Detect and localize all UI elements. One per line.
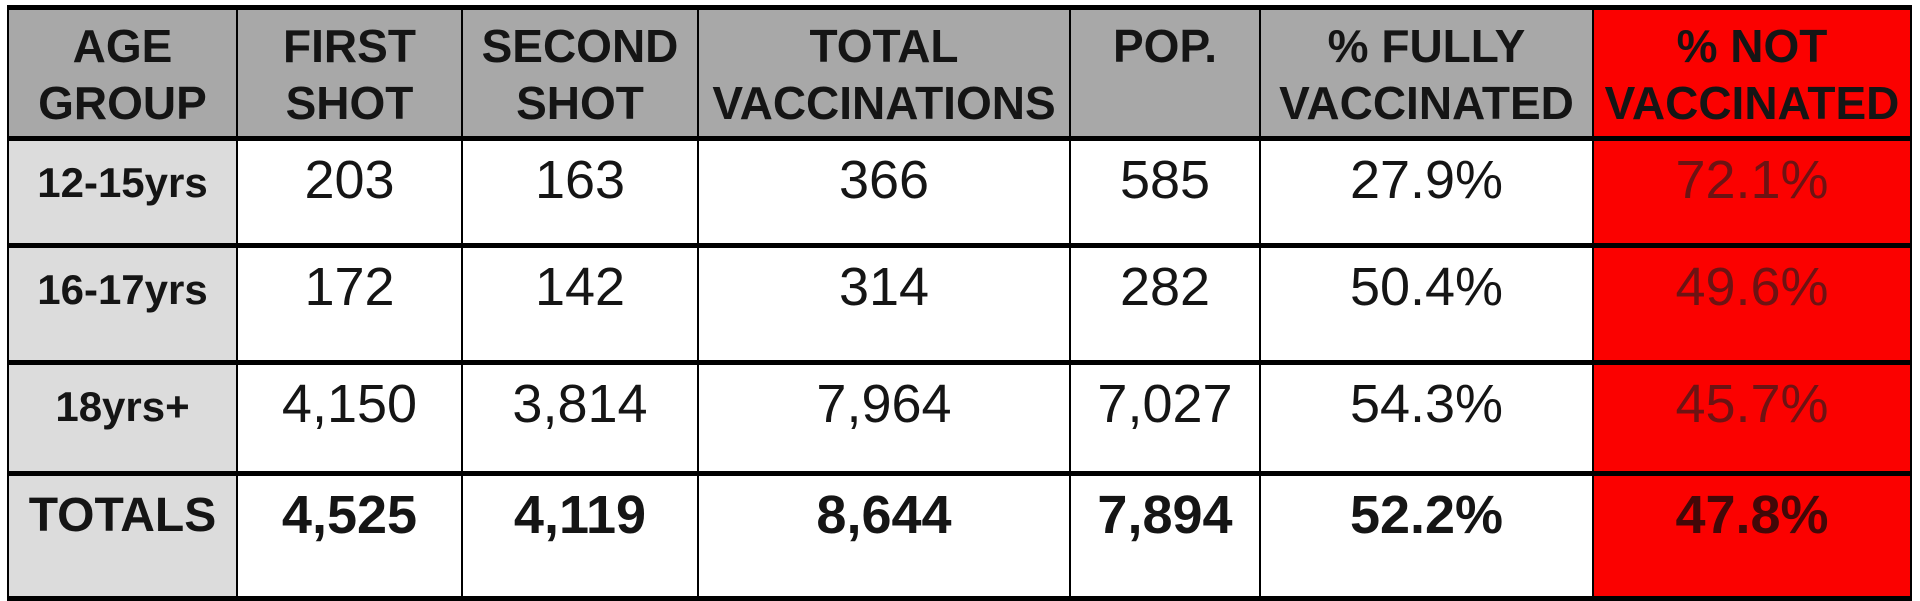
total-vaccinations-total-cell: 8,644 [697, 471, 1071, 601]
table-header-row: AGE GROUP FIRST SHOT SECOND SHOT TOTAL V… [7, 5, 1912, 141]
pct-not-vaccinated-total-cell: 47.8% [1592, 471, 1912, 601]
pct-fully-vaccinated-cell: 27.9% [1259, 136, 1594, 248]
pop-cell: 7,027 [1069, 360, 1261, 476]
total-vaccinations-cell: 7,964 [697, 360, 1071, 476]
col-header-second-shot: SECOND SHOT [461, 5, 699, 141]
second-shot-cell: 3,814 [461, 360, 699, 476]
pop-total-cell: 7,894 [1069, 471, 1261, 601]
pct-not-vaccinated-cell: 72.1% [1592, 136, 1912, 248]
first-shot-cell: 4,150 [236, 360, 463, 476]
table-row-totals: TOTALS 4,525 4,119 8,644 7,894 52.2% 47.… [7, 471, 1912, 601]
pct-fully-vaccinated-cell: 50.4% [1259, 243, 1594, 365]
pop-cell: 282 [1069, 243, 1261, 365]
table-row-16-17yrs: 16-17yrs 172 142 314 282 50.4% 49.6% [7, 243, 1912, 365]
second-shot-cell: 142 [461, 243, 699, 365]
pct-fully-vaccinated-cell: 54.3% [1259, 360, 1594, 476]
age-group-cell: 12-15yrs [7, 136, 238, 248]
first-shot-cell: 172 [236, 243, 463, 365]
pct-not-vaccinated-cell: 49.6% [1592, 243, 1912, 365]
pop-cell: 585 [1069, 136, 1261, 248]
col-header-pct-fully-vaccinated: % FULLY VACCINATED [1259, 5, 1594, 141]
second-shot-total-cell: 4,119 [461, 471, 699, 601]
pct-not-vaccinated-cell: 45.7% [1592, 360, 1912, 476]
first-shot-cell: 203 [236, 136, 463, 248]
col-header-first-shot: FIRST SHOT [236, 5, 463, 141]
total-vaccinations-cell: 366 [697, 136, 1071, 248]
table-row-18yrs-plus: 18yrs+ 4,150 3,814 7,964 7,027 54.3% 45.… [7, 360, 1912, 476]
col-header-pop: POP. [1069, 5, 1261, 141]
col-header-total-vaccinations: TOTAL VACCINATIONS [697, 5, 1071, 141]
col-header-age-group: AGE GROUP [7, 5, 238, 141]
age-group-cell: 16-17yrs [7, 243, 238, 365]
col-header-pct-not-vaccinated: % NOT VACCINATED [1592, 5, 1912, 141]
vaccination-table: AGE GROUP FIRST SHOT SECOND SHOT TOTAL V… [7, 5, 1912, 601]
age-group-cell: 18yrs+ [7, 360, 238, 476]
second-shot-cell: 163 [461, 136, 699, 248]
pct-fully-vaccinated-total-cell: 52.2% [1259, 471, 1594, 601]
table-row-12-15yrs: 12-15yrs 203 163 366 585 27.9% 72.1% [7, 136, 1912, 248]
totals-label-cell: TOTALS [7, 471, 238, 601]
total-vaccinations-cell: 314 [697, 243, 1071, 365]
first-shot-total-cell: 4,525 [236, 471, 463, 601]
